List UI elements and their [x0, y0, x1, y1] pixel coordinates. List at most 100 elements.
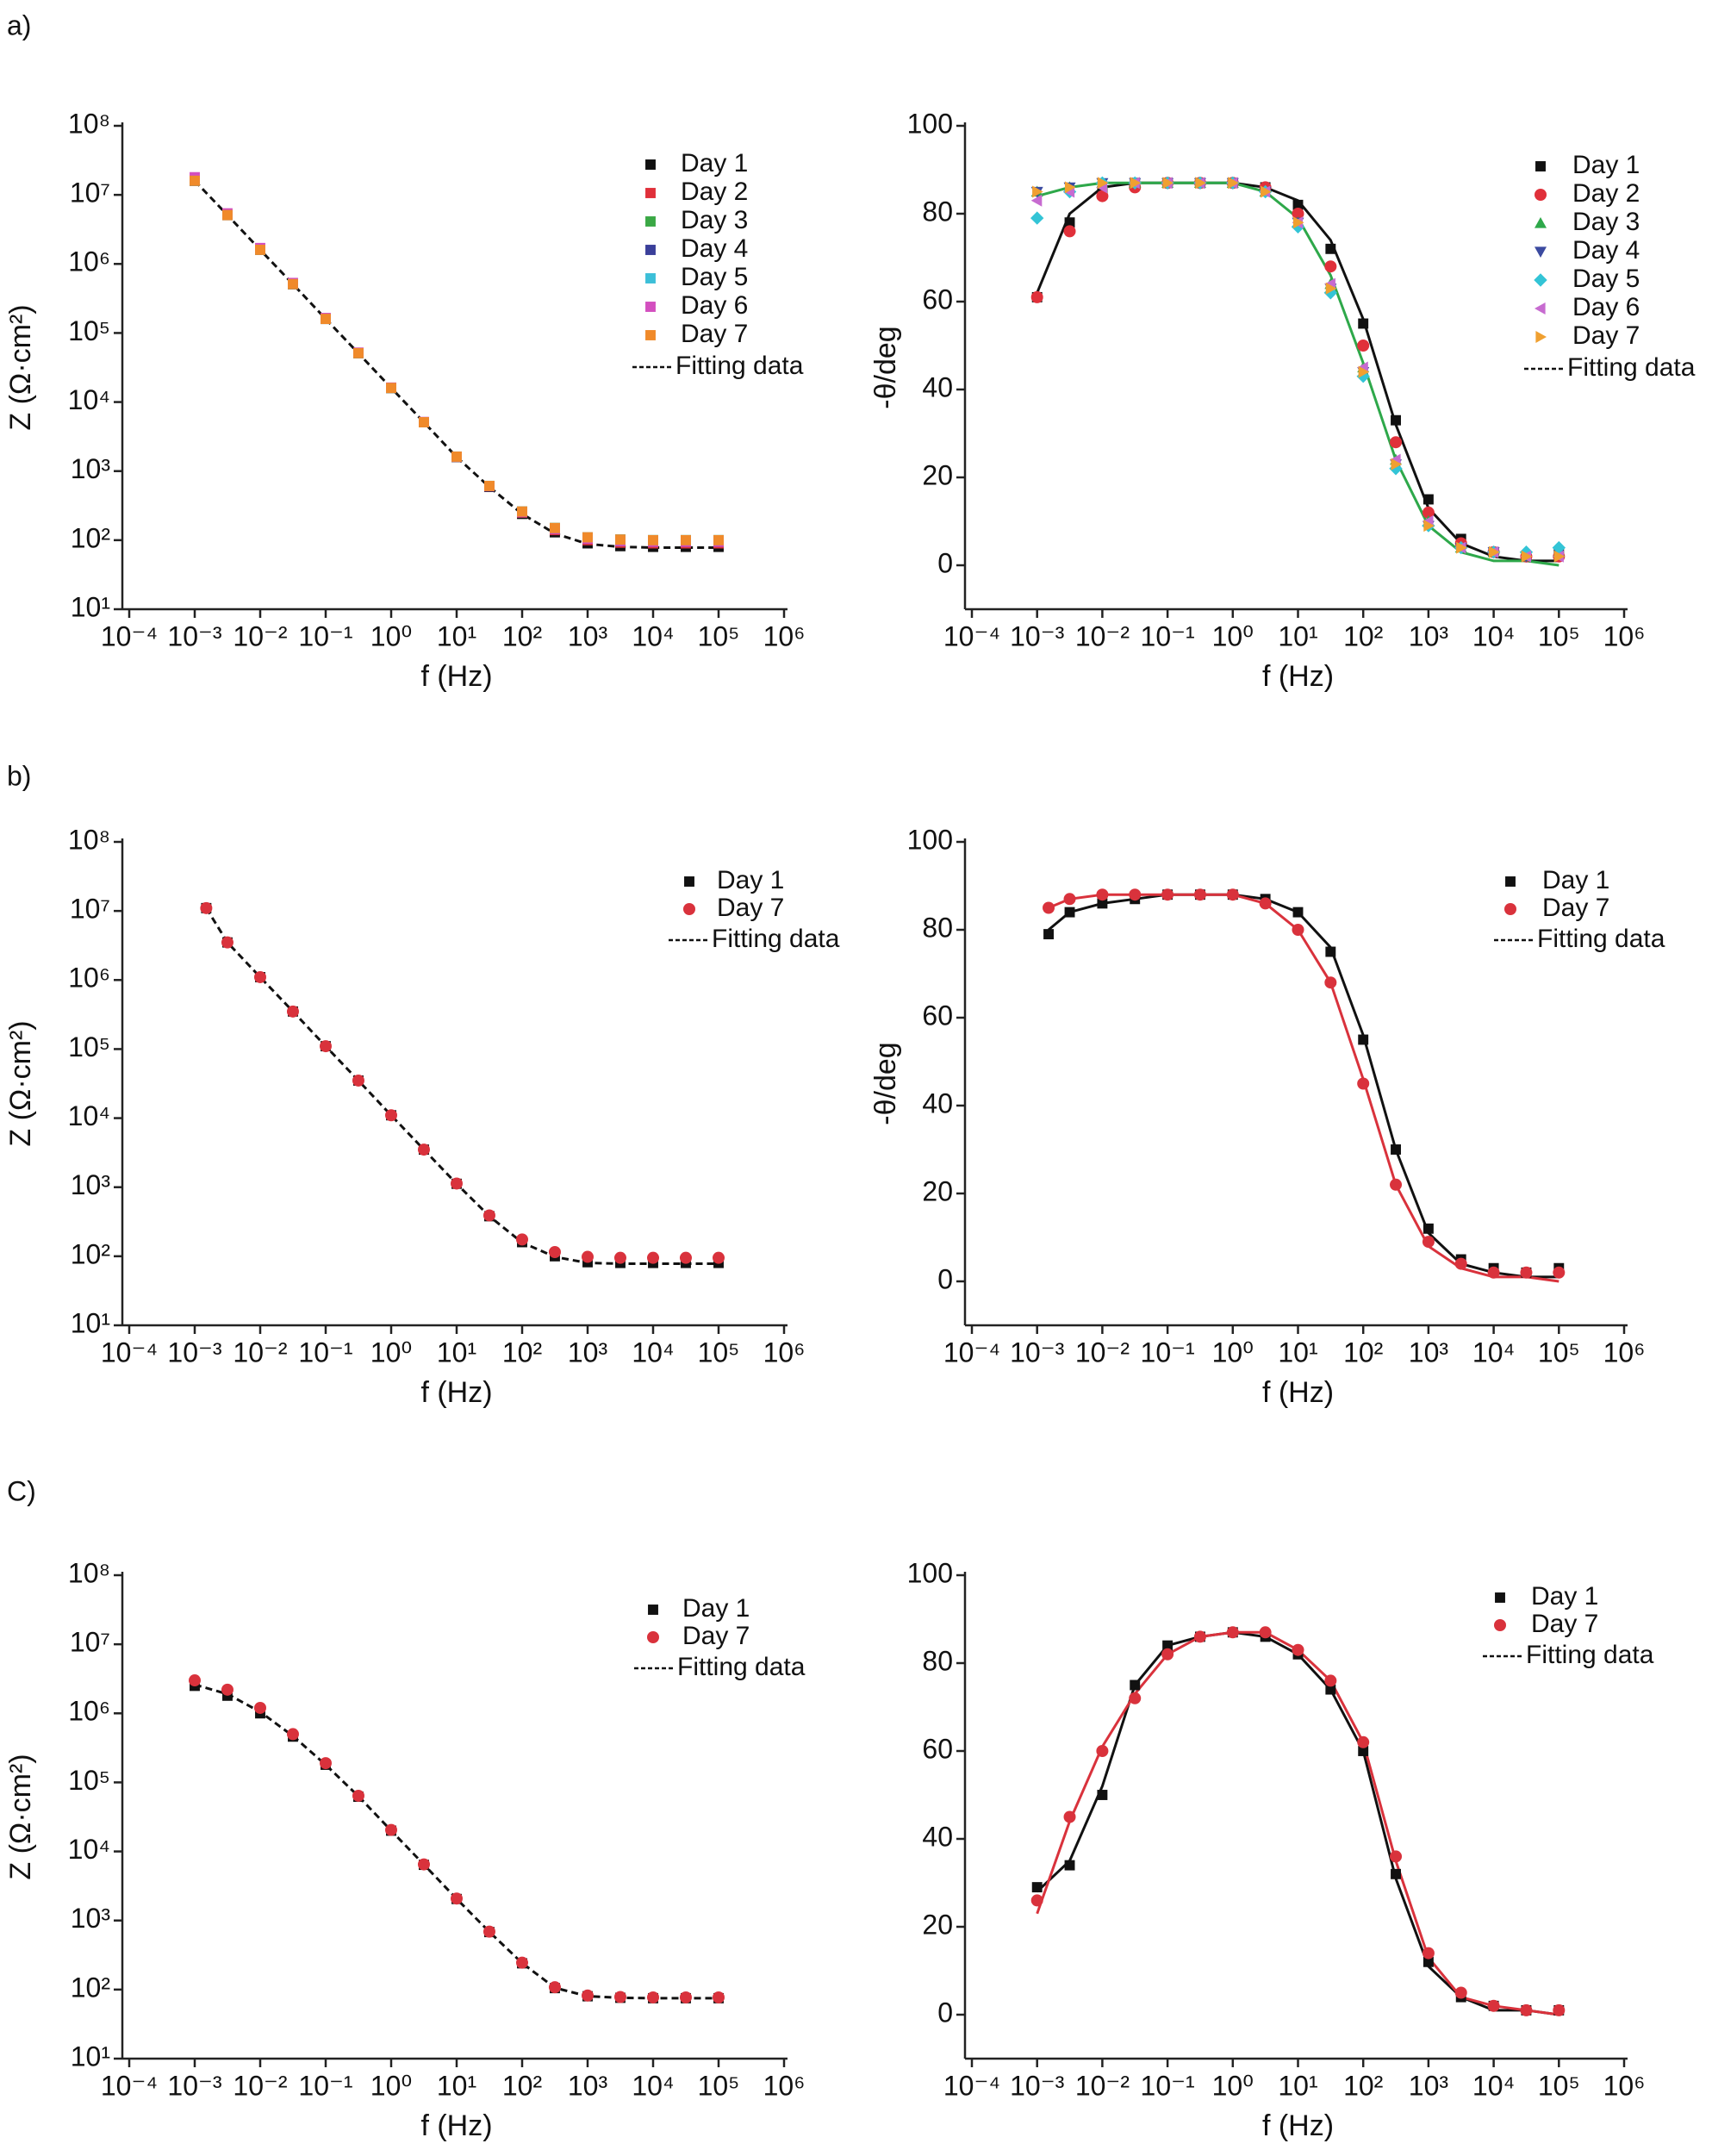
- y-tick-label: 20: [922, 459, 953, 490]
- panel-label: C): [7, 1475, 36, 1506]
- y-tick-label: 40: [922, 1821, 953, 1852]
- legend-label: Day 1: [1572, 151, 1640, 179]
- x-tick-label: 10²: [502, 620, 543, 651]
- legend-marker: [1535, 189, 1547, 201]
- x-tick-label: 10⁴: [1472, 620, 1515, 651]
- marker: [1324, 1674, 1337, 1687]
- legend-marker: [648, 1605, 658, 1615]
- legend-marker: [1505, 876, 1516, 887]
- x-tick-label: 10¹: [1278, 2070, 1317, 2101]
- x-axis-label: f (Hz): [1262, 660, 1334, 693]
- y-tick-label: 60: [922, 1733, 953, 1764]
- x-tick-label: 10³: [1409, 1337, 1449, 1368]
- x-tick-label: 10⁶: [1603, 2070, 1646, 2101]
- legend-marker: [645, 159, 656, 170]
- y-tick-label: 10⁴: [68, 1834, 110, 1865]
- legend-label: Day 1: [681, 149, 748, 178]
- marker: [1292, 907, 1304, 918]
- x-tick-label: 10⁴: [632, 2070, 674, 2101]
- marker: [1423, 1956, 1434, 1967]
- marker: [1456, 541, 1467, 554]
- marker: [1391, 1868, 1401, 1879]
- y-axis-label: -θ/deg: [869, 1042, 902, 1125]
- marker: [1324, 976, 1337, 989]
- marker: [1390, 1178, 1403, 1191]
- marker: [1129, 1692, 1142, 1704]
- marker: [548, 1981, 561, 1994]
- x-tick-label: 10⁰: [370, 1337, 412, 1368]
- marker: [200, 901, 213, 914]
- marker: [1259, 1626, 1272, 1639]
- legend-label: Day 3: [681, 206, 748, 234]
- marker: [1390, 436, 1403, 449]
- marker: [1520, 2003, 1533, 2016]
- marker: [1422, 506, 1435, 519]
- marker: [550, 522, 560, 533]
- legend-label: Day 2: [1572, 179, 1640, 208]
- x-tick-label: 10³: [568, 2070, 608, 2101]
- fit-line: [1037, 181, 1559, 567]
- legend-marker: [645, 302, 656, 312]
- x-tick-label: 10⁻⁴: [943, 2070, 1000, 2101]
- marker: [647, 1991, 659, 2003]
- marker: [1064, 1860, 1075, 1871]
- y-tick-label: 10¹: [71, 591, 110, 622]
- marker: [451, 451, 462, 462]
- legend-marker: [1535, 161, 1546, 171]
- y-tick-label: 10⁶: [68, 963, 110, 994]
- marker: [1064, 217, 1075, 228]
- legend-marker: [1494, 1619, 1506, 1631]
- x-tick-label: 10⁻²: [1075, 1337, 1130, 1368]
- x-tick-label: 10¹: [1278, 620, 1317, 651]
- marker: [451, 1177, 463, 1190]
- x-tick-label: 10³: [568, 1337, 608, 1368]
- marker: [1226, 888, 1239, 901]
- marker: [1489, 545, 1500, 558]
- x-tick-label: 10⁻¹: [1141, 2070, 1195, 2101]
- x-tick-label: 10¹: [1278, 1337, 1317, 1368]
- marker: [1096, 888, 1109, 901]
- legend-marker: [1495, 1592, 1505, 1603]
- marker: [1261, 185, 1272, 198]
- legend-marker: [684, 876, 694, 887]
- y-tick-label: 20: [922, 1909, 953, 1940]
- marker: [1325, 243, 1336, 254]
- marker: [1325, 282, 1337, 295]
- y-tick-label: 10⁷: [70, 894, 110, 925]
- x-tick-label: 10⁻¹: [1141, 1337, 1195, 1368]
- y-tick-label: 10⁵: [68, 1765, 110, 1796]
- x-axis-label: f (Hz): [420, 2109, 492, 2142]
- marker: [1422, 1947, 1435, 1960]
- marker: [417, 1858, 430, 1871]
- y-tick-label: 10¹: [71, 2041, 110, 2072]
- x-tick-label: 10⁻²: [233, 1337, 287, 1368]
- fit-line: [1048, 893, 1559, 1279]
- marker: [1358, 1034, 1369, 1045]
- y-tick-label: 60: [922, 284, 953, 315]
- marker: [353, 347, 364, 358]
- y-tick-label: 10⁶: [68, 246, 110, 277]
- marker: [1358, 318, 1369, 329]
- fit-line: [1036, 181, 1559, 563]
- x-tick-label: 10³: [1409, 2070, 1449, 2101]
- marker: [1552, 540, 1566, 555]
- y-tick-label: 10²: [71, 522, 111, 553]
- x-tick-label: 10⁶: [1603, 620, 1646, 651]
- marker: [1064, 907, 1075, 918]
- legend-marker: [1534, 273, 1547, 287]
- marker: [713, 1991, 725, 2003]
- marker: [221, 936, 233, 949]
- marker: [386, 383, 396, 394]
- marker: [1193, 888, 1206, 901]
- marker: [1423, 494, 1434, 505]
- marker: [679, 1991, 692, 2003]
- marker: [1292, 208, 1304, 220]
- y-axis-label: Z (Ω·cm²): [4, 1020, 37, 1146]
- marker: [613, 1991, 626, 2003]
- legend-label: Fitting data: [1567, 353, 1696, 382]
- legend-label: Fitting data: [712, 925, 840, 953]
- marker: [1097, 898, 1108, 909]
- legend-label: Day 7: [717, 894, 784, 922]
- y-tick-label: 80: [922, 1645, 953, 1676]
